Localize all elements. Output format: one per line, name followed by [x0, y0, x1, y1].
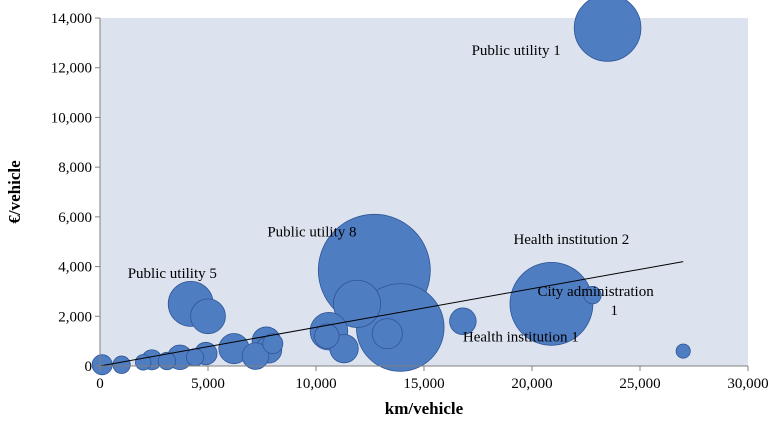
bubble-point-13 [190, 298, 226, 335]
y-tick-label-0: 0 [85, 359, 93, 375]
y-tick-label-5: 10,000 [51, 110, 92, 126]
y-tick-label-7: 14,000 [51, 11, 92, 27]
y-axis-title: €/vehicle [5, 160, 24, 224]
y-tick-label-4: 8,000 [58, 160, 92, 176]
bubble-point-26 [91, 354, 113, 376]
point-label-5-line1: City administration [537, 284, 654, 300]
y-tick-label-2: 4,000 [58, 260, 92, 276]
bubble-point-22 [157, 351, 177, 371]
point-label-4: Health institution 2 [513, 232, 629, 248]
x-tick-label-4: 20,000 [511, 376, 552, 392]
bubble-point-1 [573, 0, 642, 62]
bubble-point-12 [314, 323, 340, 349]
bubble-point-17 [262, 333, 284, 355]
bubble-point-5 [583, 286, 602, 305]
trendline [99, 261, 684, 367]
point-labels-layer: Public utility 1 Public utility 8 Public u… [128, 43, 655, 345]
x-tick-label-3: 15,000 [403, 376, 444, 392]
bubble-point-25 [112, 355, 131, 374]
point-label-3: Public utility 5 [128, 266, 217, 282]
bubble-point-20 [185, 348, 205, 367]
y-tick-label-6: 12,000 [51, 61, 92, 77]
x-tick-label-2: 10,000 [295, 376, 336, 392]
bubble-point-27 [675, 343, 691, 359]
x-axis-ticks: 0 5,000 10,000 15,000 20,000 25,000 30,000 [96, 366, 769, 392]
bubble-point-18 [241, 342, 270, 370]
point-label-2: Public utility 8 [267, 224, 356, 240]
y-axis-ticks: 0 2,000 4,000 6,000 8,000 10,000 12,000 14,000 [51, 11, 100, 375]
x-axis-title: km/vehicle [385, 399, 464, 418]
y-tick-label-1: 2,000 [58, 309, 92, 325]
bubble-point-6 [449, 307, 477, 335]
bubble-point-8 [333, 279, 382, 328]
bubbles-layer [91, 0, 691, 376]
x-tick-label-5: 25,000 [619, 376, 660, 392]
x-tick-label-0: 0 [96, 376, 104, 392]
point-label-6: Health institution 1 [463, 329, 579, 345]
x-tick-label-1: 5,000 [191, 376, 225, 392]
point-label-1: Public utility 1 [472, 43, 561, 59]
y-tick-label-3: 6,000 [58, 210, 92, 226]
bubble-point-9 [371, 318, 403, 350]
x-tick-label-6: 30,000 [727, 376, 768, 392]
point-label-5-line2: 1 [610, 303, 618, 319]
